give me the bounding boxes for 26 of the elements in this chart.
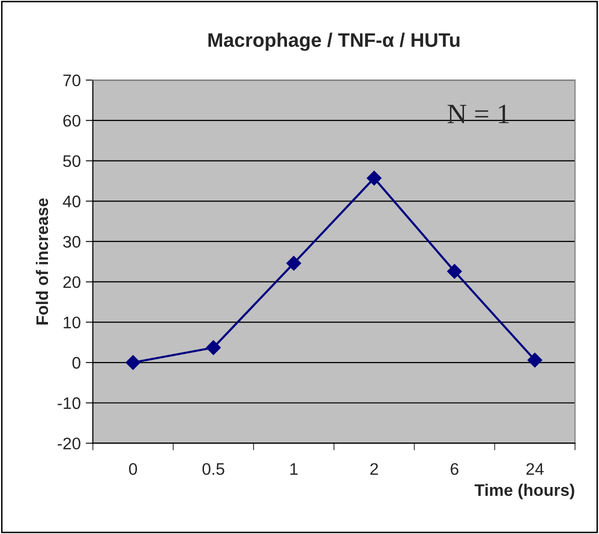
x-tick-label: 1 bbox=[290, 463, 298, 475]
point bbox=[286, 256, 302, 271]
x-tick-label: 0.5 bbox=[202, 463, 224, 475]
point bbox=[126, 355, 140, 370]
x-tick-label: 2 bbox=[370, 463, 378, 475]
x-axis-title: Time (hours) bbox=[474, 484, 574, 500]
annotation: N = 1 bbox=[448, 104, 509, 124]
y-tick-label: 50 bbox=[63, 155, 80, 167]
point bbox=[447, 264, 462, 279]
y-tick-label: 0 bbox=[72, 356, 80, 369]
y-tick-label: 30 bbox=[63, 236, 80, 248]
y-tick-label: -20 bbox=[58, 438, 80, 450]
y-tick-label: 20 bbox=[63, 276, 80, 288]
point bbox=[527, 352, 542, 368]
y-tick-label: -10 bbox=[58, 397, 80, 410]
x-tick-label: 24 bbox=[526, 463, 544, 475]
y-tick-label: 70 bbox=[63, 74, 80, 86]
y-tick-label: 40 bbox=[62, 196, 80, 208]
point bbox=[366, 170, 382, 186]
chart-title: Macrophage / TNF-α / HUTu bbox=[208, 32, 460, 51]
point bbox=[206, 340, 221, 355]
y-tick-label: 60 bbox=[63, 114, 80, 127]
y-tick-label: 10 bbox=[64, 316, 80, 328]
y-axis-title: Fold of increase bbox=[36, 198, 48, 324]
x-tick-label: 0 bbox=[129, 463, 138, 475]
x-tick-label: 6 bbox=[450, 463, 458, 475]
